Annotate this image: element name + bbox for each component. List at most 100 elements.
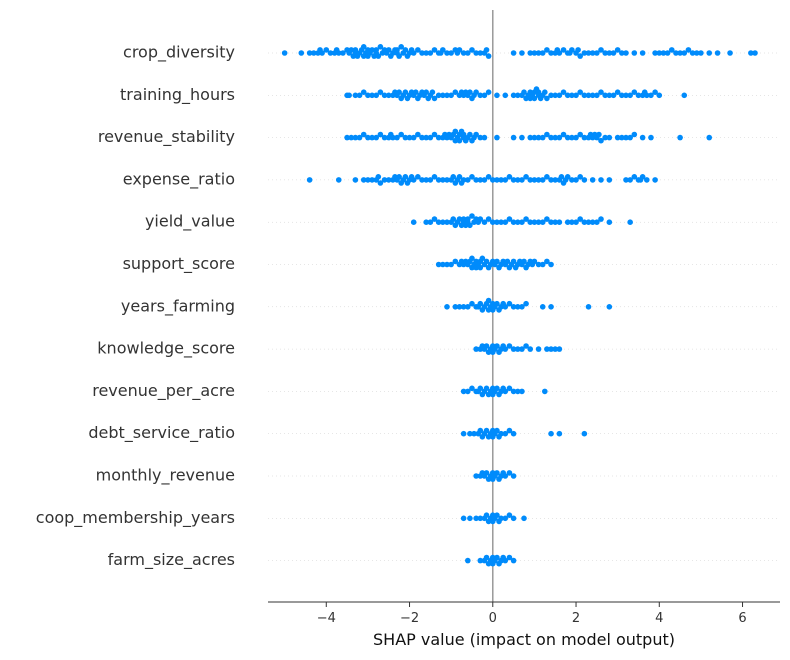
shap-point-expense-ratio-52 xyxy=(527,177,534,183)
shap-point-crop-diversity-67 xyxy=(473,50,479,56)
shap-point-crop-diversity-12 xyxy=(340,50,346,56)
shap-point-crop-diversity-58 xyxy=(440,47,446,53)
shap-point-support-score-39 xyxy=(521,258,527,265)
shap-point-revenue-stability-40 xyxy=(467,131,473,138)
shap-point-support-score-18 xyxy=(477,264,484,271)
shap-point-knowledge-score-4 xyxy=(483,343,490,349)
shap-point-crop-diversity-53 xyxy=(423,50,429,56)
x-axis: −4 −2 0 2 4 6 xyxy=(268,601,780,626)
shap-point-revenue-stability-18 xyxy=(415,131,421,138)
shap-point-training-hours-35 xyxy=(448,92,454,99)
shap-point-expense-ratio-24 xyxy=(423,177,429,183)
shap-point-expense-ratio-78 xyxy=(652,177,658,183)
shap-point-yield-value-17 xyxy=(465,216,471,222)
shap-point-yield-value-29 xyxy=(502,219,509,225)
shap-point-debt-service-ratio-2 xyxy=(471,430,477,437)
shap-point-revenue-stability-4 xyxy=(360,131,367,138)
shap-point-revenue-stability-37 xyxy=(460,131,467,138)
shap-point-crop-diversity-96 xyxy=(606,50,613,56)
shap-point-training-hours-73 xyxy=(564,92,571,99)
shap-point-expense-ratio-58 xyxy=(552,177,559,183)
shap-point-revenue-stability-77 xyxy=(639,134,646,141)
shap-point-yield-value-11 xyxy=(456,216,463,222)
shap-point-crop-diversity-37 xyxy=(385,47,392,53)
shap-point-expense-ratio-64 xyxy=(569,177,575,183)
shap-point-expense-ratio-60 xyxy=(558,174,565,180)
shap-point-training-hours-5 xyxy=(365,92,371,99)
shap-point-crop-diversity-83 xyxy=(560,47,567,53)
shap-point-crop-diversity-111 xyxy=(685,47,692,53)
shap-point-expense-ratio-1 xyxy=(335,177,342,183)
shap-point-training-hours-77 xyxy=(581,92,588,99)
shap-point-yield-value-27 xyxy=(494,219,500,225)
shap-point-expense-ratio-38 xyxy=(469,174,475,180)
shap-point-expense-ratio-17 xyxy=(402,174,409,180)
shap-point-training-hours-78 xyxy=(585,92,592,99)
feature-label-years-farming: years_farming xyxy=(121,296,235,316)
shap-point-yield-value-53 xyxy=(627,219,633,225)
shap-point-revenue-stability-3 xyxy=(356,134,363,141)
shap-point-yield-value-51 xyxy=(598,216,604,222)
shap-point-monthly-revenue-4 xyxy=(483,470,490,476)
shap-point-coop-membership-years-13 xyxy=(498,515,504,522)
shap-point-coop-membership-years-2 xyxy=(473,515,479,522)
shap-point-expense-ratio-77 xyxy=(644,177,650,183)
shap-point-yield-value-18 xyxy=(467,222,473,229)
shap-point-debt-service-ratio-0 xyxy=(460,430,467,437)
shap-point-yield-value-42 xyxy=(556,219,563,225)
feature-label-revenue-per-acre: revenue_per_acre xyxy=(92,381,235,401)
x-tick-label-0: −4 xyxy=(317,611,336,626)
shap-point-knowledge-score-17 xyxy=(514,346,521,352)
shap-point-yield-value-4 xyxy=(435,219,442,225)
shap-point-expense-ratio-68 xyxy=(589,177,596,183)
shap-point-crop-diversity-117 xyxy=(727,50,733,56)
shap-point-monthly-revenue-16 xyxy=(510,473,517,479)
shap-point-revenue-stability-58 xyxy=(564,134,571,141)
shap-point-expense-ratio-71 xyxy=(623,177,629,183)
shap-point-training-hours-52 xyxy=(514,92,521,99)
shap-point-crop-diversity-94 xyxy=(598,47,604,53)
shap-point-monthly-revenue-15 xyxy=(506,470,513,476)
shap-point-revenue-stability-70 xyxy=(602,134,608,141)
shap-point-crop-diversity-46 xyxy=(402,47,409,53)
shap-point-revenue-stability-78 xyxy=(648,134,654,141)
shap-point-coop-membership-years-3 xyxy=(477,515,484,522)
shap-point-knowledge-score-24 xyxy=(552,346,559,352)
shap-point-revenue-stability-75 xyxy=(627,134,633,141)
shap-point-revenue-stability-53 xyxy=(544,131,550,138)
shap-point-crop-diversity-82 xyxy=(556,50,563,56)
shap-point-expense-ratio-26 xyxy=(431,174,438,180)
shap-point-yield-value-39 xyxy=(544,216,550,222)
shap-point-expense-ratio-31 xyxy=(450,174,457,180)
shap-point-expense-ratio-48 xyxy=(510,177,517,183)
shap-point-farm-size-acres-3 xyxy=(483,554,490,561)
shap-point-support-score-48 xyxy=(548,261,554,268)
shap-point-revenue-stability-31 xyxy=(452,128,459,135)
shap-point-revenue-stability-2 xyxy=(352,134,359,141)
shap-point-revenue-stability-76 xyxy=(631,131,638,138)
shap-point-revenue-per-acre-8 xyxy=(483,385,490,392)
shap-point-revenue-stability-57 xyxy=(560,131,567,138)
shap-point-farm-size-acres-9 xyxy=(494,554,500,561)
feature-label-knowledge-score: knowledge_score xyxy=(97,339,235,359)
shap-point-training-hours-10 xyxy=(385,92,392,99)
shap-point-training-hours-85 xyxy=(614,89,621,95)
shap-point-revenue-stability-71 xyxy=(606,134,613,141)
shap-point-revenue-stability-50 xyxy=(531,134,538,141)
shap-point-revenue-stability-15 xyxy=(402,134,409,141)
shap-point-yield-value-47 xyxy=(581,219,588,225)
shap-point-yield-value-44 xyxy=(569,219,575,225)
shap-point-years-farming-1 xyxy=(452,304,459,310)
shap-point-crop-diversity-74 xyxy=(527,50,534,56)
feature-label-yield-value: yield_value xyxy=(145,212,235,232)
shap-point-expense-ratio-44 xyxy=(494,177,500,183)
shap-point-training-hours-72 xyxy=(560,89,567,95)
shap-point-crop-diversity-97 xyxy=(610,50,617,56)
shap-point-expense-ratio-39 xyxy=(473,177,479,183)
shap-point-training-hours-76 xyxy=(577,89,583,95)
shap-point-crop-diversity-72 xyxy=(510,50,517,56)
shap-point-revenue-stability-43 xyxy=(473,131,479,138)
shap-point-training-hours-4 xyxy=(360,89,367,95)
shap-point-crop-diversity-52 xyxy=(419,50,425,56)
shap-point-knowledge-score-0 xyxy=(473,346,479,352)
